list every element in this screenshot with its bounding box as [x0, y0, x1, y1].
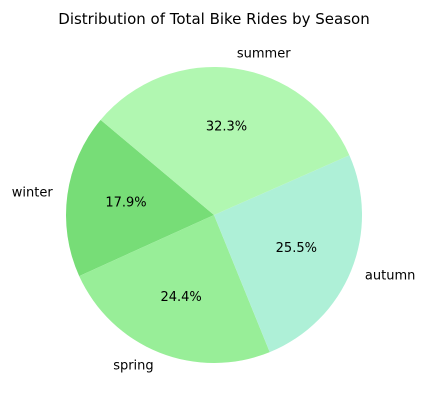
- slice-percent-autumn: 25.5%: [276, 241, 317, 256]
- pie-slice-autumn: [214, 155, 362, 353]
- slice-percent-summer: 32.3%: [206, 120, 247, 135]
- slice-percent-spring: 24.4%: [160, 290, 201, 305]
- pie-slices: [65, 66, 362, 363]
- pie-slice-spring: [79, 215, 270, 363]
- slice-label-winter: winter: [12, 185, 54, 200]
- chart-title: Distribution of Total Bike Rides by Seas…: [58, 10, 369, 28]
- slice-percent-winter: 17.9%: [105, 195, 146, 210]
- pie-slice-summer: [100, 66, 350, 215]
- slice-label-autumn: autumn: [365, 269, 415, 284]
- slice-label-summer: summer: [237, 46, 291, 61]
- pie-labels: winter 17.9% spring 24.4% autumn 25.5% summer 3…: [12, 46, 416, 373]
- slice-label-spring: spring: [113, 359, 153, 374]
- pie-slice-winter: [65, 119, 214, 277]
